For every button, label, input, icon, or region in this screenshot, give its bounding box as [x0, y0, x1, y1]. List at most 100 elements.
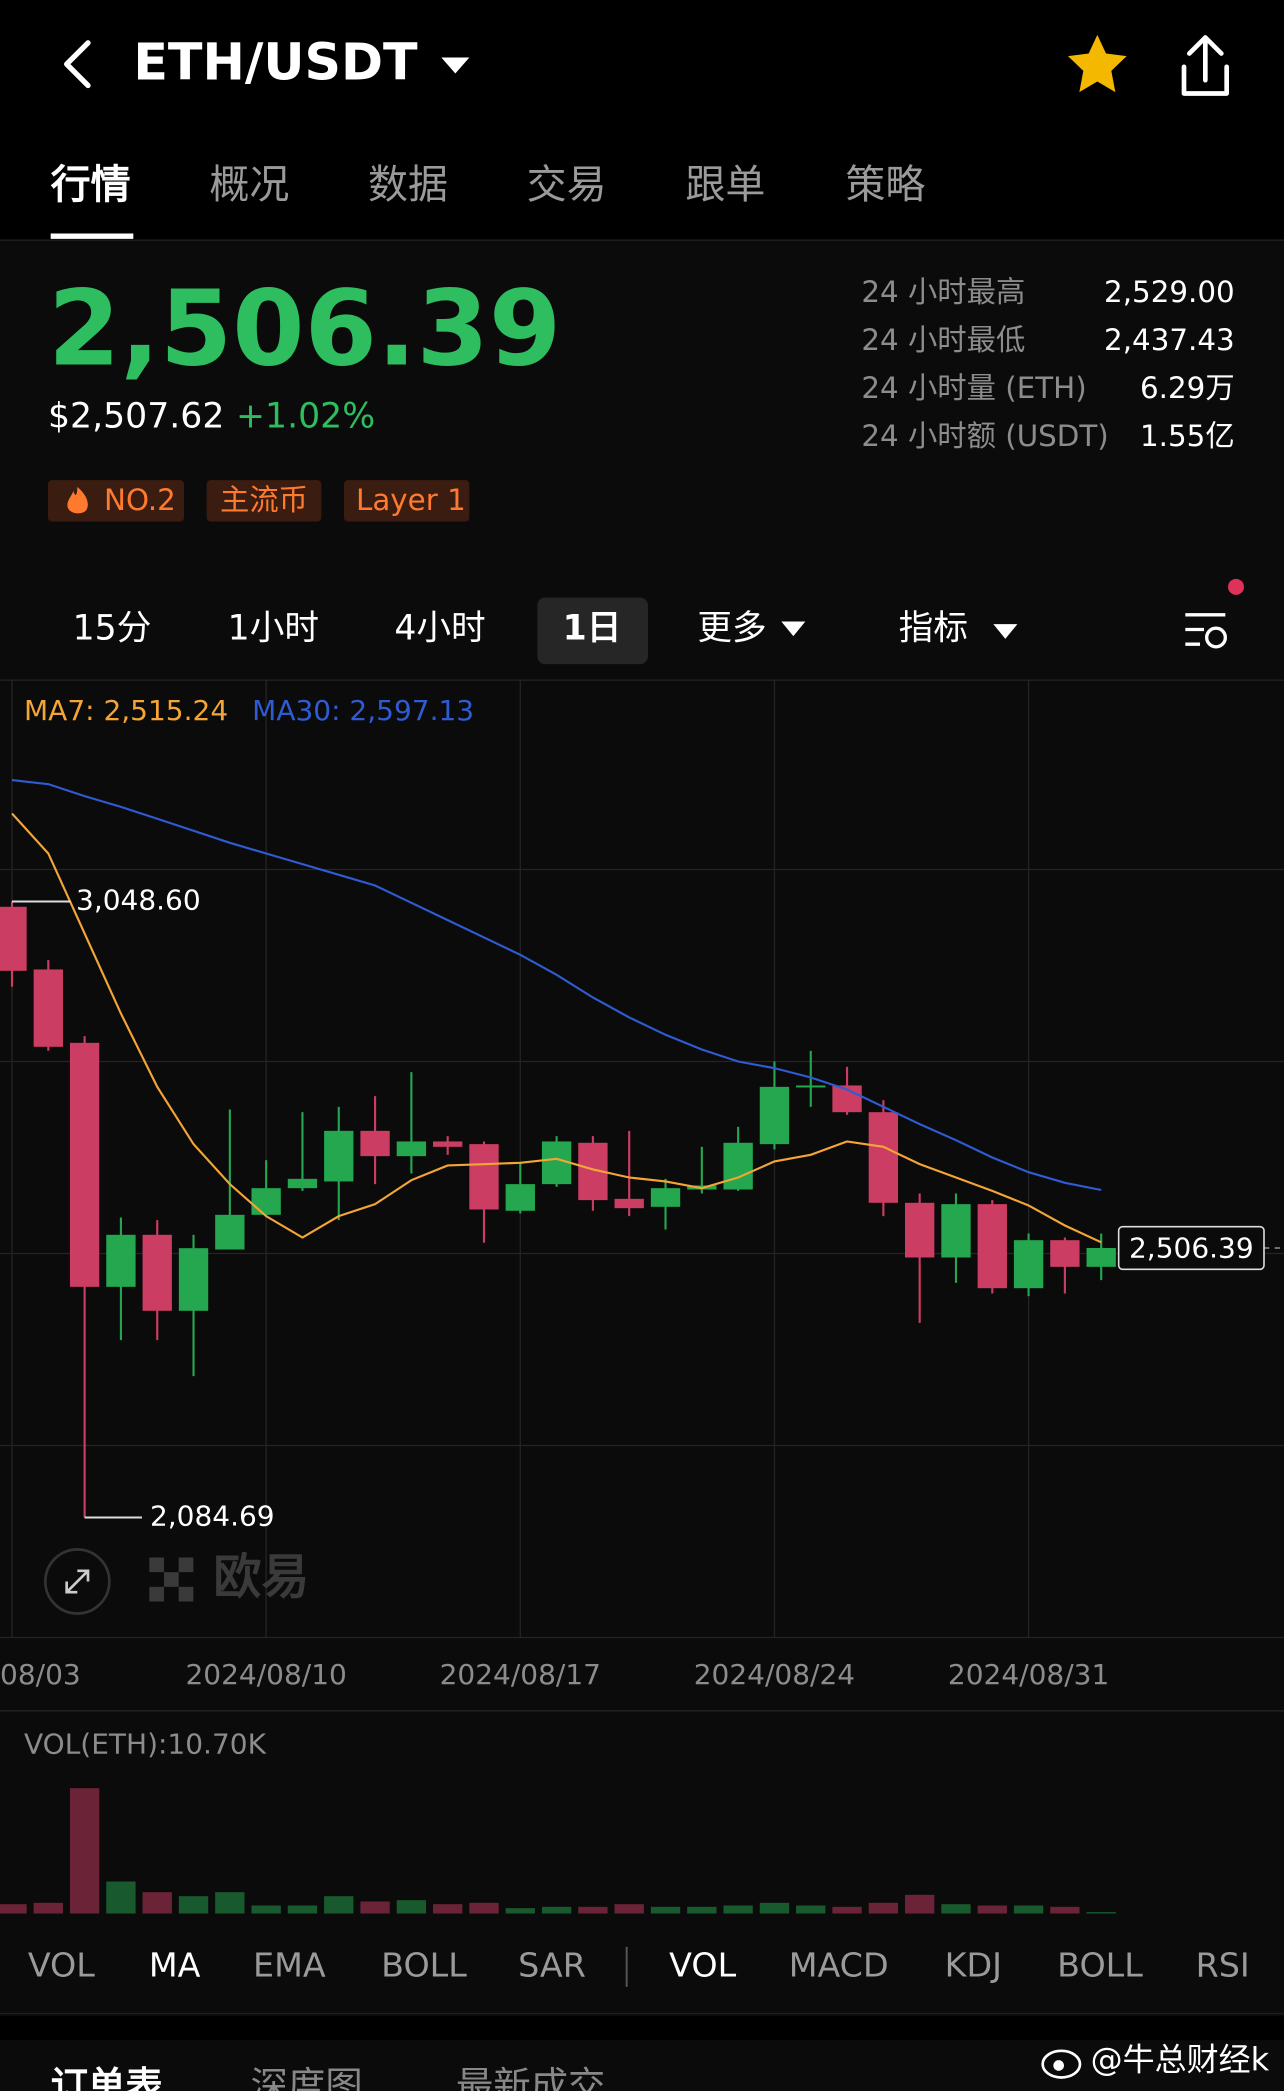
candle-body	[33, 969, 63, 1047]
tag: NO.2	[104, 483, 176, 517]
expand-icon	[65, 1569, 90, 1594]
volume-bar	[796, 1905, 826, 1914]
candle-body	[69, 1042, 100, 1287]
tab[interactable]: 数据	[368, 162, 448, 208]
top-bar-bg	[0, 0, 1284, 241]
candle-body	[360, 1130, 390, 1157]
candle-body	[215, 1214, 245, 1250]
stat-value: 2,529.00	[1104, 275, 1235, 309]
interval[interactable]: 更多	[697, 609, 766, 649]
volume-bar	[0, 1904, 27, 1914]
usd-price: $2,507.62	[48, 397, 224, 437]
volume-bar	[360, 1901, 390, 1914]
candle-body	[469, 1144, 499, 1210]
bottom-tab[interactable]: 订单表	[51, 2064, 164, 2091]
indicator[interactable]: VOL	[28, 1945, 95, 1984]
interval[interactable]: 15分	[73, 609, 152, 649]
dropdown-arrow	[781, 621, 806, 637]
x-tick-label: 2024/08/31	[948, 1658, 1109, 1691]
weibo-icon	[1041, 2049, 1082, 2079]
candle-body	[1050, 1240, 1080, 1267]
volume-bar	[541, 1906, 572, 1914]
indicator[interactable]: BOLL	[1057, 1945, 1143, 1984]
volume-bar	[433, 1904, 463, 1914]
volume-bar	[178, 1896, 209, 1914]
interval[interactable]: 1小时	[228, 609, 319, 649]
tab[interactable]: 行情	[51, 162, 131, 208]
volume-bar	[578, 1906, 608, 1914]
candle-body	[977, 1204, 1007, 1289]
candle-body	[142, 1234, 172, 1311]
x-tick-label: 2024/08/24	[694, 1658, 855, 1691]
pair-dropdown[interactable]	[441, 57, 470, 74]
volume-bar	[505, 1908, 535, 1914]
x-tick-label: 2024/08/10	[185, 1658, 346, 1691]
share-button[interactable]	[1181, 35, 1229, 96]
stat-label: 24 小时量 (ETH)	[861, 371, 1086, 405]
volume-bar	[215, 1892, 245, 1914]
volume-bar	[69, 1788, 100, 1914]
volume-bar	[1013, 1905, 1044, 1914]
indicator[interactable]: BOLL	[381, 1945, 467, 1984]
volume-bar	[614, 1904, 644, 1914]
legend-entry: MA30: 2,597.13	[252, 694, 474, 727]
indicator[interactable]: MA	[149, 1945, 201, 1984]
tab[interactable]: 交易	[527, 162, 607, 208]
tab[interactable]: 策略	[845, 162, 925, 208]
tag: 主流币	[220, 483, 308, 517]
tab[interactable]: 跟单	[685, 162, 765, 208]
expand-button[interactable]	[43, 1548, 111, 1615]
volume-bar	[251, 1905, 281, 1914]
favorite-star[interactable]	[1068, 34, 1127, 93]
stat-value: 1.55亿	[1140, 419, 1235, 453]
volume-title: VOL(ETH):10.70K	[24, 1728, 267, 1761]
indicator[interactable]: VOL	[669, 1945, 736, 1984]
stat-label: 24 小时最高	[861, 275, 1025, 309]
interval[interactable]: 指标	[899, 609, 968, 649]
volume-bar	[142, 1892, 172, 1914]
last-price-box	[1117, 1225, 1265, 1271]
bottom-tab[interactable]: 最新成交	[456, 2064, 605, 2091]
indicator[interactable]: EMA	[253, 1945, 326, 1984]
candle-body	[433, 1141, 463, 1147]
volume-bar	[324, 1896, 354, 1914]
candle-body	[324, 1130, 354, 1182]
indicator[interactable]: RSI	[1196, 1945, 1250, 1984]
volume-bar	[287, 1905, 318, 1914]
candle-body	[0, 906, 27, 971]
interval-selected-bg	[537, 597, 648, 665]
candle-body	[941, 1204, 971, 1258]
ma-line	[11, 812, 1102, 1244]
tab[interactable]: 概况	[209, 162, 289, 208]
indicator[interactable]: MACD	[789, 1945, 889, 1984]
pair-title[interactable]: ETH/USDT	[133, 33, 418, 92]
separator-band	[0, 2016, 1284, 2041]
stat-label: 24 小时额 (USDT)	[861, 419, 1108, 453]
candle-body	[614, 1198, 644, 1209]
x-tick-label: 2024/08/17	[440, 1658, 601, 1691]
high-label: 3,048.60	[76, 883, 201, 916]
candle-body	[723, 1142, 753, 1190]
ma-line	[11, 779, 1102, 1192]
stat-value: 2,437.43	[1104, 323, 1235, 357]
chart-settings[interactable]	[1185, 613, 1227, 649]
credit: @牛总财经k	[1091, 2041, 1270, 2079]
indicator[interactable]: KDJ	[945, 1945, 1002, 1984]
watermark-logo: 欧易	[213, 1549, 309, 1605]
x-tick-label: 08/03	[0, 1658, 81, 1691]
candle-body	[796, 1085, 826, 1088]
bottom-tab[interactable]: 深度图	[251, 2064, 363, 2091]
volume-bar	[33, 1902, 63, 1914]
volume-bar	[977, 1905, 1007, 1914]
dropdown-arrow	[993, 624, 1018, 639]
tag-bg	[344, 480, 470, 522]
back-button[interactable]	[63, 40, 91, 89]
interval[interactable]: 1日	[563, 609, 622, 649]
interval[interactable]: 4小时	[394, 609, 485, 649]
low-label: 2,084.69	[150, 1499, 275, 1532]
indicator[interactable]: SAR	[518, 1945, 586, 1984]
candle-body	[251, 1188, 281, 1215]
candle-body	[178, 1248, 209, 1311]
